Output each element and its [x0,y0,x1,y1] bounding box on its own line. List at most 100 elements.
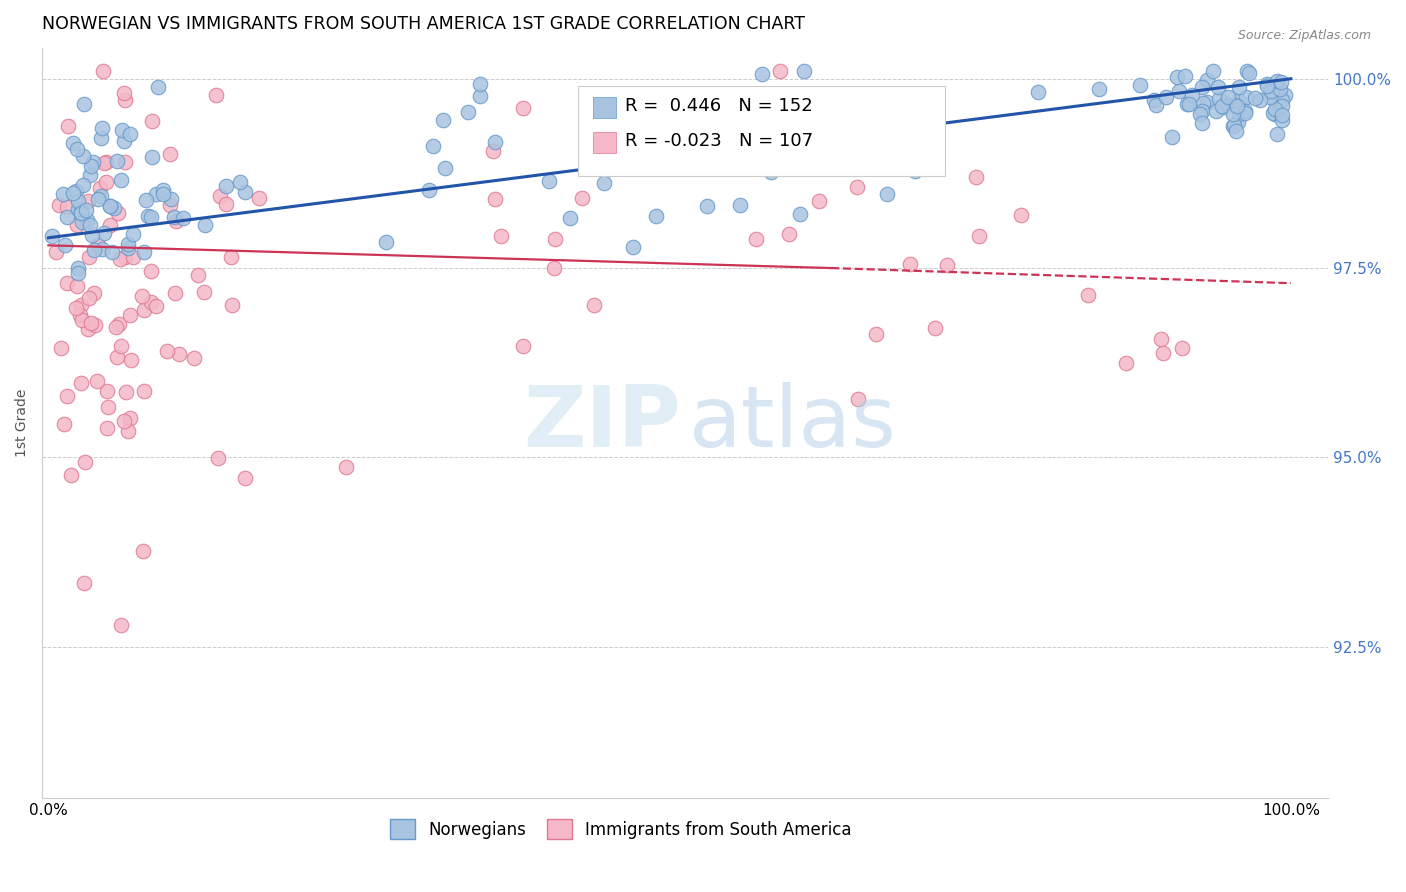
Point [1258,89,1281,103]
Point [1271,108,1294,122]
Point [112,414,135,428]
Point [82,154,104,169]
Point [62,186,84,200]
Point [1213,96,1236,111]
Point [41,229,63,244]
Point [90,189,112,203]
Point [118,308,141,322]
Point [110,339,132,353]
Point [1227,94,1250,108]
Point [75,202,97,217]
Point [93,227,115,241]
Point [98,199,121,213]
Point [845,179,868,194]
Point [1222,107,1244,121]
Point [138,209,160,223]
Point [159,197,181,211]
Point [48,198,70,212]
Point [1211,99,1233,113]
Point [1205,103,1227,118]
Point [1226,99,1249,113]
Point [1088,82,1111,96]
Point [1271,112,1294,127]
Point [111,123,134,137]
Point [73,96,96,111]
Point [145,186,167,201]
Point [70,298,93,312]
Point [160,193,183,207]
Point [1236,64,1258,78]
Point [67,194,90,208]
Point [769,64,792,78]
Point [1177,97,1199,112]
Point [229,175,252,189]
Point [120,353,142,368]
Point [131,289,153,303]
Text: NORWEGIAN VS IMMIGRANTS FROM SOUTH AMERICA 1ST GRADE CORRELATION CHART: NORWEGIAN VS IMMIGRANTS FROM SOUTH AMERI… [42,15,806,33]
Point [1180,87,1202,102]
Point [76,213,98,227]
Point [468,88,491,103]
Point [1233,104,1256,119]
Point [1152,346,1174,360]
Point [862,97,884,112]
Point [56,120,79,134]
Point [1026,86,1049,100]
Point [1202,64,1225,78]
Text: atlas: atlas [689,382,897,465]
Point [247,191,270,205]
Text: R = -0.023   N = 107: R = -0.023 N = 107 [624,132,813,151]
Point [172,211,194,225]
Point [745,232,768,246]
Point [1191,116,1213,130]
Point [52,187,75,202]
Point [898,257,921,271]
Point [73,455,96,469]
Point [70,205,93,219]
Point [66,202,89,217]
Y-axis label: 1st Grade: 1st Grade [15,389,30,458]
Point [117,241,139,255]
Point [86,238,108,252]
Point [482,144,505,158]
Point [865,327,887,342]
Point [1174,69,1197,83]
Point [1225,124,1247,138]
Point [778,227,800,241]
Point [49,342,72,356]
Point [110,173,132,187]
Point [62,136,84,150]
Point [1171,341,1194,355]
Point [77,250,100,264]
Point [53,417,76,432]
Point [208,189,231,203]
Point [690,136,713,151]
Point [96,155,118,169]
Point [936,258,959,272]
Point [484,135,506,149]
Point [457,104,479,119]
Point [155,344,177,359]
Point [148,79,170,94]
Point [65,184,87,198]
Point [56,389,79,403]
Point [901,110,924,124]
Point [1154,90,1177,104]
Point [969,229,991,244]
Point [924,321,946,335]
Point [793,64,815,78]
Point [1265,127,1288,141]
Point [512,101,534,115]
Point [593,176,616,190]
Point [90,131,112,145]
Point [121,250,143,264]
Point [1265,74,1288,88]
Point [117,236,139,251]
Point [1227,80,1250,95]
Point [434,161,457,175]
Point [1249,93,1271,107]
Point [489,229,512,244]
Point [470,77,492,91]
Text: ZIP: ZIP [523,382,682,465]
Point [139,210,162,224]
